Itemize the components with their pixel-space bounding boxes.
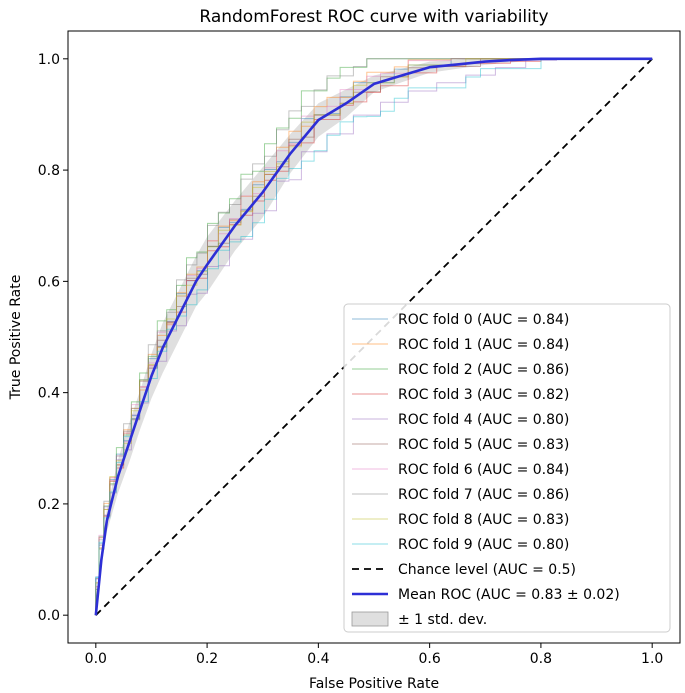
- legend-label-4: ROC fold 4 (AUC = 0.80): [398, 412, 569, 428]
- y-axis-label: True Positive Rate: [8, 275, 24, 401]
- mean-roc-layer: [94, 57, 653, 616]
- fold-curves-layer: [95, 58, 653, 616]
- legend-label-5: ROC fold 5 (AUC = 0.83): [398, 437, 569, 453]
- y-tick-label-4: 0.8: [38, 163, 60, 179]
- legend-label-2: ROC fold 2 (AUC = 0.86): [398, 362, 569, 378]
- x-tick-label-4: 0.8: [530, 651, 552, 667]
- legend-box: [343, 303, 671, 633]
- x-tick-label-3: 0.6: [419, 651, 441, 667]
- fold-curve-7: [95, 58, 653, 616]
- fold-curve-6: [95, 58, 653, 616]
- legend-label-1: ROC fold 1 (AUC = 0.84): [398, 337, 569, 353]
- legend-label-8: ROC fold 8 (AUC = 0.83): [398, 512, 569, 528]
- fold-curve-1: [95, 58, 653, 616]
- x-tick-label-2: 0.4: [307, 651, 329, 667]
- fold-curve-5: [95, 58, 653, 616]
- x-axis-label: False Positive Rate: [309, 676, 439, 692]
- x-tick-label-5: 1.0: [641, 651, 663, 667]
- y-tick-label-2: 0.4: [38, 386, 60, 402]
- y-tick-label-3: 0.6: [38, 274, 60, 290]
- legend-label-0: ROC fold 0 (AUC = 0.84): [398, 312, 569, 328]
- legend-label-10: Chance level (AUC = 0.5): [398, 562, 576, 578]
- fold-curve-4: [95, 58, 653, 616]
- chart-title: RandomForest ROC curve with variability: [199, 7, 548, 27]
- legend-label-3: ROC fold 3 (AUC = 0.82): [398, 387, 569, 403]
- mean-roc-curve: [94, 57, 653, 616]
- y-tick-label-0: 0.0: [38, 608, 60, 624]
- x-tick-label-1: 0.2: [196, 651, 218, 667]
- y-tick-label-1: 0.2: [38, 497, 60, 513]
- legend-label-9: ROC fold 9 (AUC = 0.80): [398, 537, 569, 553]
- legend-label-11: Mean ROC (AUC = 0.83 ± 0.02): [398, 587, 620, 603]
- fold-curve-0: [95, 58, 653, 616]
- legend-label-6: ROC fold 6 (AUC = 0.84): [398, 462, 569, 478]
- fold-curve-9: [95, 58, 653, 616]
- axis-ticks-layer: 0.0 0.2 0.4 0.6 0.8 1.0 0.0 0.2 0.4 0.6 0.8 1.0: [38, 52, 664, 667]
- y-tick-label-5: 1.0: [38, 52, 60, 68]
- legend-label-7: ROC fold 7 (AUC = 0.86): [398, 487, 569, 503]
- x-tick-label-0: 0.0: [85, 651, 107, 667]
- legend: ROC fold 0 (AUC = 0.84) ROC fold 1 (AUC =…: [343, 303, 671, 633]
- legend-label-12: ± 1 std. dev.: [398, 612, 487, 628]
- legend-swatch-12: [351, 611, 389, 627]
- fold-curve-3: [95, 58, 653, 616]
